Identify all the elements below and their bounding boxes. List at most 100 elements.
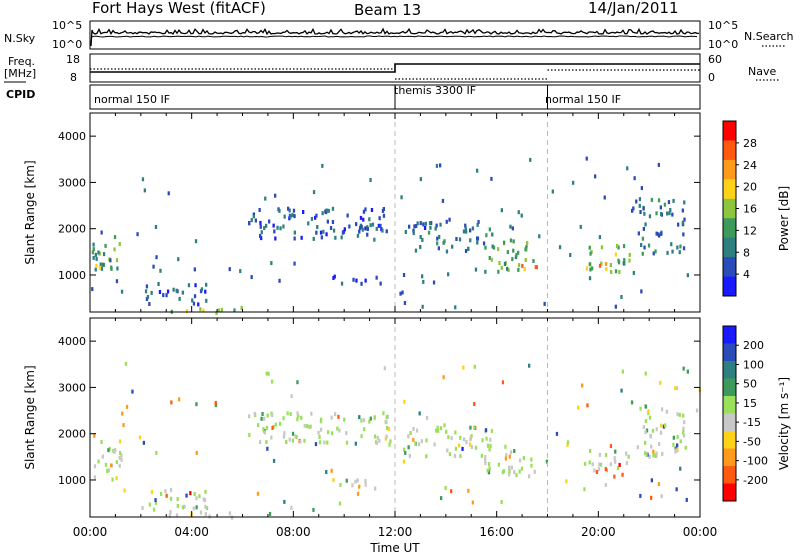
heatmap-cell — [422, 279, 425, 284]
heatmap-cell — [683, 420, 686, 425]
heatmap-cell — [203, 498, 207, 503]
colorbar-segment — [723, 237, 736, 258]
heatmap-cell — [469, 425, 472, 430]
heatmap-cell — [315, 213, 318, 218]
heatmap-cell — [121, 411, 124, 416]
heatmap-cell — [322, 229, 325, 234]
heatmap-cell — [650, 444, 653, 449]
heatmap-cell — [270, 379, 274, 384]
colorbar-tick-label: 200 — [743, 339, 764, 352]
heatmap-cell — [181, 505, 185, 510]
heatmap-cell — [306, 424, 309, 429]
heatmap-cell — [640, 243, 643, 247]
heatmap-cell — [268, 511, 272, 516]
heatmap-cell — [589, 267, 592, 272]
heatmap-cell — [613, 474, 616, 479]
heatmap-cell — [118, 439, 122, 444]
heatmap-cell — [427, 230, 431, 235]
heatmap-cell — [323, 440, 326, 445]
heatmap-cell — [338, 428, 341, 433]
heatmap-cell — [239, 269, 242, 274]
heatmap-cell — [330, 415, 333, 420]
heatmap-cell — [642, 425, 645, 430]
colorbar-tick-label: 100 — [743, 358, 764, 371]
heatmap-cell — [640, 186, 643, 191]
heatmap-cell — [185, 309, 188, 314]
heatmap-cell — [198, 494, 201, 499]
heatmap-cell — [648, 454, 651, 459]
heatmap-cell — [510, 465, 513, 470]
heatmap-cell — [443, 423, 446, 428]
heatmap-cell — [686, 369, 689, 374]
heatmap-cell — [373, 237, 376, 242]
heatmap-cell — [497, 269, 500, 274]
heatmap-cell — [471, 500, 474, 505]
heatmap-cell — [327, 430, 330, 435]
heatmap-cell — [488, 466, 491, 471]
heatmap-cell — [473, 364, 476, 369]
heatmap-cell — [508, 472, 511, 477]
station-title: Fort Hays West (fitACF) — [92, 0, 266, 17]
heatmap-cell — [419, 177, 422, 182]
heatmap-cell — [464, 223, 467, 228]
heatmap-cell — [296, 417, 299, 422]
heatmap-cell — [260, 416, 263, 421]
heatmap-cell — [115, 279, 119, 284]
heatmap-cell — [162, 293, 165, 298]
heatmap-cell — [141, 506, 144, 510]
heatmap-cell — [296, 411, 299, 416]
heatmap-cell — [122, 423, 125, 428]
heatmap-cell — [476, 236, 479, 241]
heatmap-cell — [100, 230, 103, 235]
heatmap-cell — [682, 413, 685, 418]
heatmap-cell — [154, 500, 158, 505]
heatmap-cell — [591, 462, 594, 467]
heatmap-cell — [265, 425, 269, 430]
heatmap-cell — [360, 434, 363, 439]
nave-tick-low: 0 — [708, 71, 715, 84]
heatmap-cell — [408, 224, 411, 229]
heatmap-cell — [433, 442, 436, 447]
heatmap-cell — [300, 235, 303, 240]
heatmap-cell — [617, 245, 620, 250]
heatmap-cell — [491, 244, 494, 249]
heatmap-cell — [489, 443, 492, 448]
heatmap-cell — [312, 190, 316, 195]
heatmap-cell — [419, 235, 422, 239]
heatmap-cell — [167, 191, 170, 196]
heatmap-cell — [625, 461, 628, 466]
heatmap-cell — [266, 446, 269, 451]
heatmap-cell — [614, 449, 617, 454]
heatmap-cell — [363, 418, 366, 423]
heatmap-cell — [638, 203, 641, 208]
x-axis-label: Time UT — [369, 541, 420, 554]
heatmap-cell — [653, 453, 656, 458]
heatmap-cell — [404, 450, 407, 455]
heatmap-cell — [660, 212, 663, 216]
heatmap-cell — [319, 230, 323, 235]
heatmap-cell — [630, 400, 634, 405]
heatmap-cell — [204, 289, 207, 294]
heatmap-cell — [91, 287, 94, 292]
heatmap-cell — [111, 477, 114, 482]
freq-unit-label: [MHz] — [4, 67, 37, 80]
heatmap-cell — [632, 270, 635, 275]
heatmap-cell — [457, 443, 461, 448]
heatmap-cell — [293, 261, 296, 266]
heatmap-cell — [288, 216, 291, 221]
heatmap-cell — [331, 220, 335, 224]
heatmap-cell — [464, 249, 468, 253]
heatmap-cell — [331, 206, 335, 211]
heatmap-cell — [260, 230, 263, 235]
heatmap-cell — [492, 245, 496, 250]
heatmap-cell — [446, 448, 449, 453]
nsearch-tick-high: 10^5 — [708, 19, 739, 32]
heatmap-cell — [528, 474, 531, 479]
heatmap-cell — [220, 307, 223, 312]
heatmap-cell — [195, 496, 198, 501]
heatmap-cell — [138, 435, 142, 440]
heatmap-cell — [389, 439, 392, 444]
heatmap-cell — [272, 223, 275, 228]
heatmap-cell — [165, 293, 168, 298]
